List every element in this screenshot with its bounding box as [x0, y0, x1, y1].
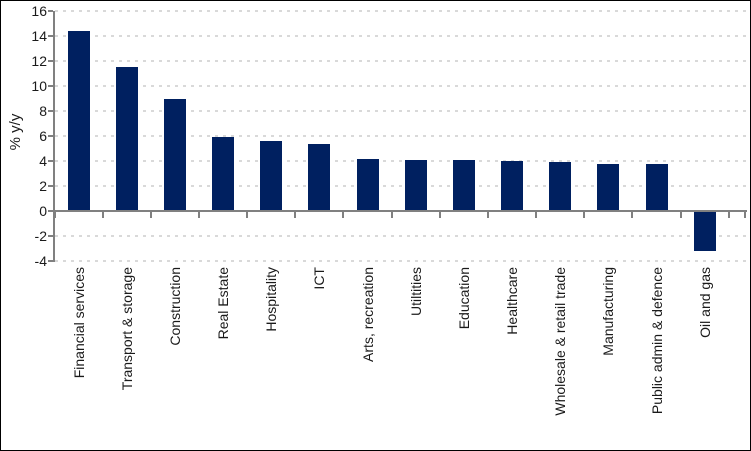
gridline [55, 10, 747, 12]
bar [693, 211, 716, 251]
x-axis-tick [197, 212, 200, 218]
y-tick-label: 0 [39, 203, 47, 219]
gridline [55, 35, 747, 37]
x-category-label: Transport & storage [118, 267, 135, 391]
y-tick-label: 12 [31, 53, 47, 69]
y-tick-label: 14 [31, 28, 47, 44]
y-tick-label: 16 [31, 3, 47, 19]
gridline [55, 110, 747, 112]
x-axis-tick [583, 212, 586, 218]
gridline [55, 235, 747, 237]
x-category-label: Manufacturing [600, 267, 617, 356]
x-axis-tick [727, 212, 730, 218]
x-axis-line [51, 210, 747, 212]
x-category-label: Financial services [70, 267, 87, 379]
x-category-label: Hospitality [263, 267, 280, 332]
bar [163, 98, 186, 211]
gridline [55, 160, 747, 162]
x-axis-tick [679, 212, 682, 218]
bar [404, 159, 427, 211]
x-category-label: Construction [166, 267, 183, 346]
y-tick-label: 8 [39, 103, 47, 119]
bar [452, 159, 475, 211]
x-category-label: Public admin & defence [648, 267, 665, 415]
x-axis-tick [246, 212, 249, 218]
x-axis-end-tick [744, 212, 746, 218]
y-axis-line [53, 11, 55, 262]
y-tick-label: 4 [39, 153, 47, 169]
x-category-label: ICT [311, 267, 328, 290]
x-category-label: Oil and gas [696, 267, 713, 338]
y-tick-label: 10 [31, 78, 47, 94]
bar [212, 137, 235, 211]
x-category-label: Wholesale & retail trade [552, 267, 569, 416]
bar [115, 67, 138, 211]
bar [549, 162, 572, 211]
bar [308, 143, 331, 211]
x-axis-tick [631, 212, 634, 218]
x-category-label: Real Estate [215, 267, 232, 340]
y-tick-label: 6 [39, 128, 47, 144]
y-axis-tick [48, 85, 53, 87]
bar [501, 161, 524, 211]
y-tick-label: -2 [34, 228, 47, 244]
x-axis-tick [342, 212, 345, 218]
y-tick-label: 2 [39, 178, 47, 194]
x-category-label: Healthcare [504, 267, 521, 335]
gridline [55, 260, 747, 262]
x-axis-tick [149, 212, 152, 218]
bar [260, 141, 283, 211]
y-axis-tick [48, 210, 53, 212]
y-axis-tick [48, 135, 53, 137]
x-axis-tick [53, 212, 56, 218]
bar [597, 163, 620, 211]
y-axis-tick [48, 35, 53, 37]
bar [67, 31, 90, 211]
y-axis-tick [48, 60, 53, 62]
bar [356, 158, 379, 211]
x-axis-tick [486, 212, 489, 218]
x-category-label: Education [455, 267, 472, 330]
y-tick-label: -4 [34, 253, 47, 269]
y-axis-tick [48, 260, 53, 262]
x-category-label: Utiltities [407, 267, 424, 317]
gridline [55, 60, 747, 62]
x-category-label: Arts, recreation [359, 267, 376, 362]
gridline [55, 85, 747, 87]
x-axis-tick [390, 212, 393, 218]
gridline [55, 135, 747, 137]
y-axis-tick [48, 160, 53, 162]
y-axis-tick [48, 110, 53, 112]
gridline [55, 185, 747, 187]
x-axis-tick [438, 212, 441, 218]
x-axis-tick [535, 212, 538, 218]
y-axis-tick [48, 185, 53, 187]
x-axis-tick [294, 212, 297, 218]
bar [645, 163, 668, 211]
y-axis-tick [48, 235, 53, 237]
plot-area [48, 10, 747, 262]
y-axis-tick [48, 10, 53, 12]
x-axis-tick [101, 212, 104, 218]
